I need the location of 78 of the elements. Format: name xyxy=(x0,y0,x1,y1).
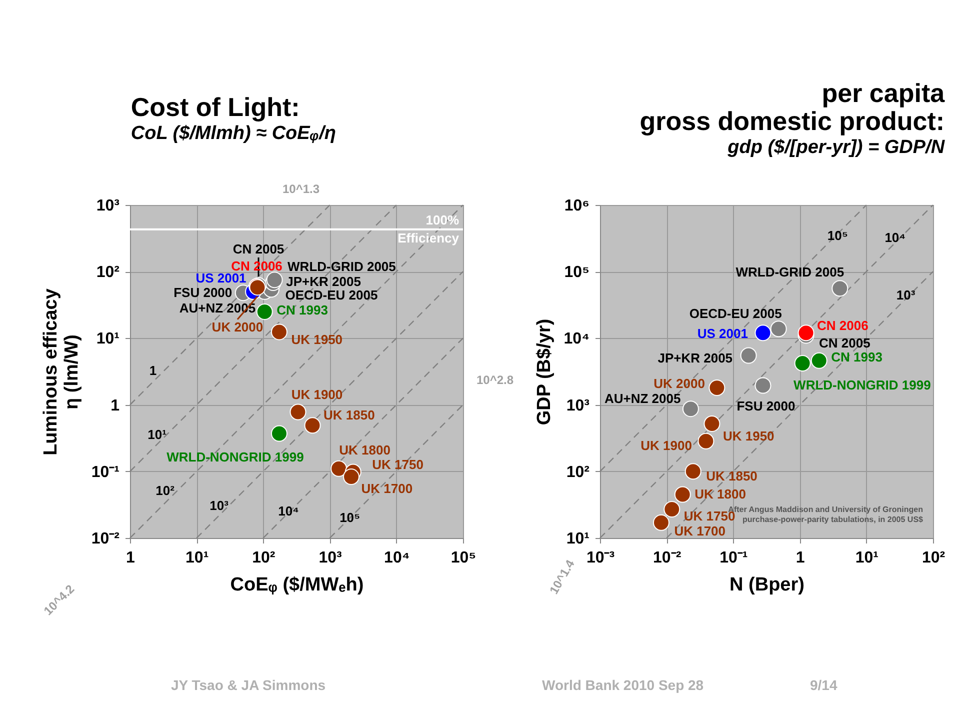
y-tick-label: 10² xyxy=(96,264,120,282)
text: 10^2.8 xyxy=(476,373,514,387)
text: World Bank 2010 Sep 28 xyxy=(542,677,704,693)
series-label: JP+KR 2005 xyxy=(286,274,361,289)
series-label: UK 1950 xyxy=(722,428,774,444)
series-label: WRLD-NONGRID 1999 xyxy=(166,450,304,465)
chart-title: Cost of Light: xyxy=(130,92,300,122)
y-tick-label: 10⁴ xyxy=(564,330,590,348)
x-tick-label: 10³ xyxy=(318,550,342,566)
text: 10^1.3 xyxy=(282,182,320,196)
x-tick-label: 10² xyxy=(922,550,946,566)
y-axis-title: GDP (B$/yr) xyxy=(534,318,555,426)
x-tick-label: 1 xyxy=(796,550,805,566)
annotation: 10⁵ xyxy=(340,510,360,525)
y-tick-label: 10¹ xyxy=(96,330,120,348)
series-label: UK 1850 xyxy=(706,468,758,484)
x-tick-label: 10¹ xyxy=(186,550,209,566)
series-label: WRLD-GRID 2005 xyxy=(736,264,844,280)
series-label: WRLD-GRID 2005 xyxy=(288,258,396,274)
series-label: UK 1800 xyxy=(339,442,390,458)
annotation: 10⁴ xyxy=(884,230,906,245)
annotation: 1 xyxy=(149,363,157,378)
series-label: CN 1993 xyxy=(276,302,328,318)
x-axis-title: CoEᵩ ($/MWₑh) xyxy=(230,574,364,596)
ref-line-label: 100% Efficiency xyxy=(398,212,460,246)
series-label: UK 1700 xyxy=(361,480,413,496)
series-label: UK 1900 xyxy=(640,438,692,454)
series-label: OECD-EU 2005 xyxy=(285,287,378,302)
series-label: US 2001 xyxy=(697,326,748,341)
y-tick-label: 10³ xyxy=(96,198,120,214)
series-label: UK 1850 xyxy=(324,407,375,422)
series-label: CN 2005 xyxy=(819,335,870,350)
series-label: UK 1750 xyxy=(372,456,424,472)
y-tick-label: 1 xyxy=(110,397,120,414)
text: JY Tsao & JA Simmons xyxy=(171,677,326,693)
x-axis-title: N (Bper) xyxy=(730,574,804,596)
text: CN 2005 xyxy=(232,241,284,256)
y-axis-title: Luminous efficacy η (lm/W) xyxy=(40,288,82,456)
series-label: OECD-EU 2005 xyxy=(689,306,782,321)
series-label: WRLD-NONGRID 1999 xyxy=(794,377,931,392)
series-label: UK 1700 xyxy=(674,524,726,539)
y-tick-label: 10⁶ xyxy=(564,198,590,214)
series-label: FSU 2000 xyxy=(736,398,796,414)
y-tick-label: 10⁻¹ xyxy=(91,464,120,481)
y-tick-label: 10⁵ xyxy=(564,264,590,282)
x-tick-label: 10¹ xyxy=(855,550,878,566)
x-tick-label: 10⁻³ xyxy=(586,550,615,566)
series-label: UK 1800 xyxy=(694,486,746,502)
text: 9/14 xyxy=(810,677,838,693)
annotation: 10⁵ xyxy=(827,228,848,244)
series-label: UK 2000 xyxy=(212,319,264,334)
y-tick-label: 10⁻² xyxy=(91,530,120,548)
series-label: FSU 2000 xyxy=(174,284,232,300)
y-tick-label: 10³ xyxy=(566,397,590,414)
chart-subtitle: CoL ($/Mlmh) ≈ CoEᵩ/η xyxy=(130,123,336,144)
chart-title: per capita gross domestic product: xyxy=(640,78,946,136)
x-tick-label: 10⁻² xyxy=(653,550,682,566)
x-tick-label: 10⁴ xyxy=(384,550,410,566)
series-label: US 2001 xyxy=(196,270,246,286)
series-label: AU+NZ 2005 xyxy=(604,390,681,406)
x-tick-label: 1 xyxy=(126,550,136,566)
y-tick-label: 10² xyxy=(566,464,590,481)
series-label: JP+KR 2005 xyxy=(658,350,733,366)
annotation: 10¹ xyxy=(148,427,166,442)
series-label: UK 1950 xyxy=(291,332,343,347)
series-label: UK 2000 xyxy=(654,376,705,391)
annotation: 10⁴ xyxy=(278,503,299,518)
annotation: 10³ xyxy=(210,498,230,513)
annotation: 10² xyxy=(156,483,176,498)
series-label: CN 1993 xyxy=(831,350,882,365)
x-tick-label: 10⁵ xyxy=(450,550,476,566)
series-label: CN 2006 xyxy=(817,318,868,333)
x-tick-label: 10⁻¹ xyxy=(720,550,748,566)
chart-subtitle: gdp ($/[per-yr]) = GDP/N xyxy=(726,137,946,158)
y-tick-label: 10¹ xyxy=(566,530,590,548)
x-tick-label: 10² xyxy=(252,550,276,566)
annotation: 10³ xyxy=(896,287,916,302)
series-label: UK 1900 xyxy=(291,386,343,402)
